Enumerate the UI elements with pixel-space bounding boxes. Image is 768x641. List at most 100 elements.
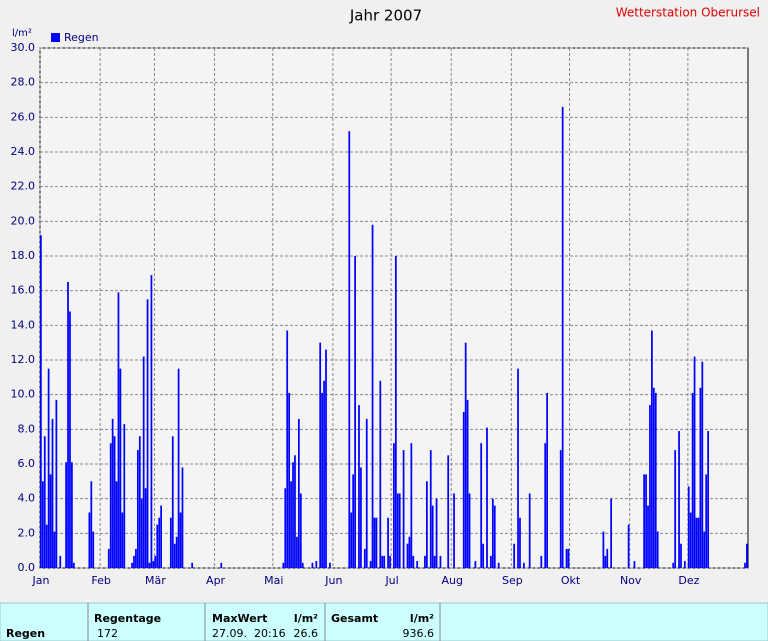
bar [375, 517, 378, 568]
station-name: Wetterstation Oberursel [616, 6, 760, 20]
bar [290, 481, 292, 568]
bar [296, 536, 298, 568]
bar [522, 562, 525, 568]
y-tick-label: 22.0 [11, 180, 36, 193]
bar [311, 562, 314, 568]
bar [381, 555, 384, 568]
bar [119, 368, 122, 568]
bar [115, 481, 118, 568]
bar [474, 561, 477, 568]
table-cell: 26.6 [294, 627, 319, 640]
bar [447, 455, 450, 568]
y-tick-label: 8.0 [18, 422, 36, 435]
bar [412, 555, 415, 568]
bar [148, 562, 151, 568]
bar [693, 356, 696, 568]
bar [51, 418, 54, 568]
x-tick-label: Feb [91, 574, 110, 587]
bar [383, 555, 386, 568]
table-header: MaxWert [212, 612, 267, 625]
bar [133, 555, 135, 568]
bar [156, 524, 159, 568]
bar [71, 462, 73, 568]
bar [687, 486, 690, 568]
bar [394, 256, 397, 568]
bar [466, 399, 469, 568]
table-header: Regentage [94, 612, 161, 625]
bar [146, 299, 149, 568]
bar [703, 531, 706, 568]
bar [453, 493, 455, 568]
bar [150, 275, 153, 568]
bar [350, 512, 353, 568]
bar [540, 555, 543, 568]
y-tick-label: 30.0 [11, 41, 36, 54]
bar [393, 443, 395, 568]
y-tick-label: 24.0 [11, 145, 36, 158]
bar [354, 256, 356, 568]
bar [131, 562, 133, 568]
bar [429, 450, 432, 568]
bar [482, 543, 484, 568]
table-header: l/m² [410, 612, 434, 625]
bar [220, 562, 223, 568]
x-tick-label: Mär [145, 574, 166, 587]
x-tick-label: Jul [384, 574, 398, 587]
bar [431, 505, 434, 568]
row-label: Regen [6, 627, 45, 640]
x-tick-label: Jun [324, 574, 342, 587]
y-tick-label: 6.0 [18, 457, 36, 470]
bar [69, 311, 71, 568]
bar [654, 392, 657, 568]
bar [680, 543, 682, 568]
bar [121, 512, 124, 568]
bar [294, 455, 296, 568]
y-tick-label: 20.0 [11, 214, 36, 227]
y-tick-label: 18.0 [11, 249, 36, 262]
bar [746, 543, 748, 568]
bar [697, 517, 700, 568]
bar [699, 387, 702, 568]
bar [656, 531, 659, 568]
bar [683, 561, 686, 568]
bar [67, 282, 69, 568]
bar [363, 548, 366, 568]
bar [373, 517, 376, 568]
bar [402, 450, 405, 568]
bar [604, 555, 607, 568]
bar [645, 474, 647, 568]
bar [672, 562, 675, 568]
bar [47, 368, 50, 568]
bar [565, 548, 568, 568]
bar [55, 399, 58, 568]
bar [517, 368, 519, 568]
bar [323, 380, 325, 568]
bar [408, 536, 411, 568]
bar [490, 555, 492, 568]
x-tick-label: Mai [264, 574, 283, 587]
bar [546, 392, 549, 568]
bar [493, 505, 496, 568]
bar [109, 443, 112, 568]
bar [286, 330, 289, 568]
bar [649, 405, 651, 568]
bar [424, 555, 426, 568]
bar [513, 543, 516, 568]
bar [140, 498, 143, 568]
bar [480, 443, 483, 568]
bar [299, 493, 302, 568]
bar [491, 498, 494, 568]
bar [90, 481, 93, 568]
bar [173, 543, 176, 568]
bar [123, 424, 126, 568]
bar [358, 405, 360, 568]
bar [142, 356, 145, 568]
bar [321, 392, 323, 568]
bar [111, 418, 114, 568]
bar [325, 349, 327, 568]
x-tick-label: Okt [561, 574, 581, 587]
bar [315, 561, 318, 568]
bar [387, 517, 389, 568]
